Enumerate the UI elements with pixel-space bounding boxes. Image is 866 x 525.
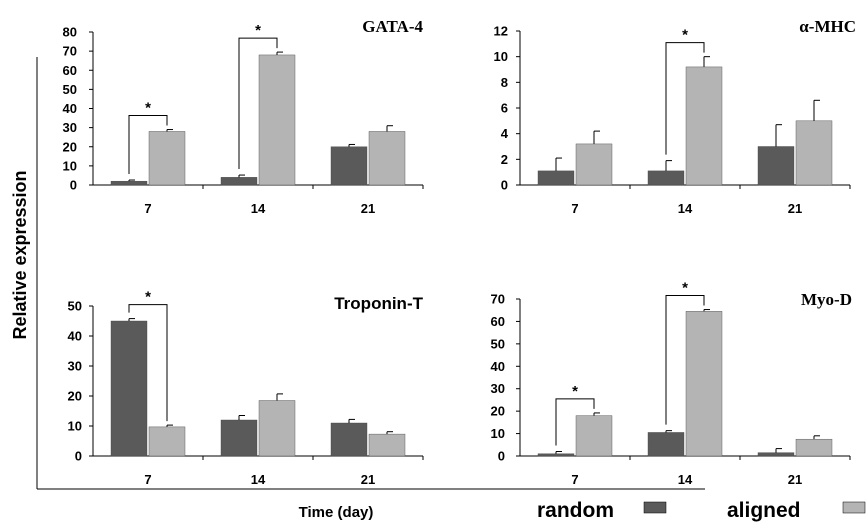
x-tick-label: 14 [678,201,693,216]
y-tick-label: 20 [63,139,77,154]
y-tick-label: 10 [491,426,505,441]
y-tick-label: 50 [63,82,77,97]
x-axis-label: Time (day) [299,504,374,521]
significance-bracket [128,115,168,175]
panel-title: GATA-4 [362,17,423,36]
y-tick-label: 8 [501,75,508,90]
bar-aligned [575,143,613,186]
x-tick-label: 21 [788,201,802,216]
bar-random [220,419,258,457]
bar-random [330,422,368,457]
bar-aligned [575,415,613,457]
bar-aligned [258,400,296,457]
bar-random [110,320,148,457]
chart-panel-3: 0 10 20 30 40 50 7 14 21 * Troponin-T [68,289,424,487]
x-tick-label: 7 [144,201,151,216]
y-tick-label: 4 [501,126,509,141]
y-tick-label: 10 [68,419,82,434]
bar-aligned [795,438,833,457]
panel-title: Troponin-T [334,294,423,313]
significance-bracket [665,42,705,155]
panel-title: Myo-D [801,290,852,309]
bar-aligned [368,131,406,186]
legend: random aligned [537,499,866,522]
x-tick-label: 21 [788,472,802,487]
significance-star: * [145,289,151,306]
y-tick-label: 50 [491,336,505,351]
x-tick-label: 7 [144,472,151,487]
y-tick-label: 60 [491,314,505,329]
y-tick-label: 2 [501,152,508,167]
y-tick-label: 0 [501,178,508,193]
bar-random [330,146,368,186]
y-tick-label: 40 [68,329,82,344]
significance-star: * [255,22,261,39]
significance-star: * [145,100,151,117]
significance-bracket [555,398,595,446]
y-tick-label: 20 [491,404,505,419]
legend-swatch-aligned [842,501,866,514]
y-tick-label: 6 [501,101,508,116]
significance-bracket [128,304,168,422]
bar-aligned [795,120,833,186]
y-tick-label: 30 [63,120,77,135]
x-tick-label: 14 [251,201,266,216]
x-tick-label: 7 [571,201,578,216]
chart-panel-2: 0 2 4 6 8 10 12 7 14 21 * α-MHC [494,17,856,216]
y-tick-label: 10 [494,49,508,64]
x-tick-label: 7 [571,472,578,487]
bar-aligned [148,131,186,186]
significance-star: * [682,27,688,44]
y-tick-label: 40 [491,359,505,374]
bar-aligned [368,433,406,457]
bar-random [220,177,258,186]
y-tick-label: 70 [491,292,505,307]
bar-random [757,452,795,457]
bar-aligned [258,54,296,186]
x-tick-label: 14 [678,472,693,487]
bar-aligned [148,426,186,457]
y-tick-label: 70 [63,44,77,59]
y-tick-label: 50 [68,299,82,314]
significance-bracket [665,295,705,425]
x-tick-label: 14 [251,472,266,487]
y-tick-label: 10 [63,158,77,173]
y-tick-label: 80 [63,25,77,40]
significance-bracket [238,37,278,170]
bar-aligned [685,66,723,186]
y-tick-label: 30 [491,381,505,396]
x-tick-label: 21 [361,201,375,216]
y-tick-label: 12 [494,24,508,39]
x-tick-label: 21 [361,472,375,487]
bar-aligned [685,311,723,457]
significance-star: * [572,383,578,400]
chart-panel-4: 0 10 20 30 40 50 60 70 7 14 21 * * Myo-D [491,280,852,487]
bar-random [537,170,575,186]
significance-star: * [682,280,688,297]
y-tick-label: 0 [498,449,505,464]
chart-panel-1: 0 10 20 30 40 50 60 70 80 7 14 21 * * GATA-4 [63,17,424,216]
y-axis-label: Relative expression [10,170,30,339]
y-tick-label: 0 [70,178,77,193]
y-tick-label: 60 [63,63,77,78]
legend-label-aligned: aligned [727,499,801,522]
panel-title: α-MHC [799,17,856,36]
bar-random [647,432,685,457]
bar-random [537,453,575,457]
bar-random [757,146,795,186]
legend-label-random: random [537,499,614,522]
bar-random [110,180,148,186]
y-tick-label: 20 [68,389,82,404]
y-tick-label: 0 [75,449,82,464]
y-tick-label: 30 [68,359,82,374]
legend-swatch-random [643,501,667,514]
y-tick-label: 40 [63,101,77,116]
bar-random [647,170,685,186]
